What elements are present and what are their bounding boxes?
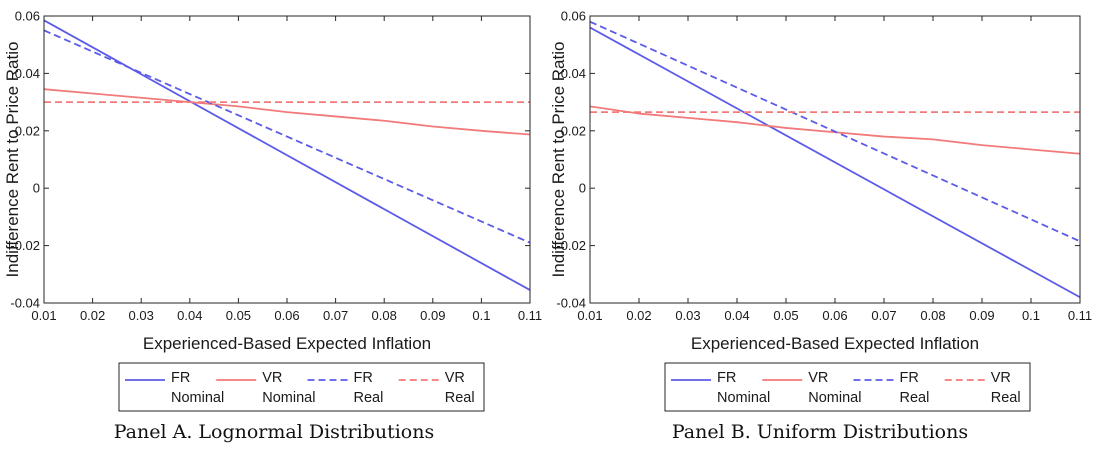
plot-area — [44, 16, 530, 303]
x-tick-label: 0.03 — [129, 308, 154, 323]
series-line-fr-real — [44, 29, 530, 244]
series-line-fr-nominal — [590, 26, 1080, 299]
legend: FR Nominal VR Nominal FR Real VR Real — [664, 362, 1031, 412]
x-tick-label: 0.07 — [871, 308, 896, 323]
legend-label: Real — [991, 390, 1021, 406]
x-tick-label: 0.11 — [518, 308, 542, 323]
panel-caption: Panel B. Uniform Distributions — [672, 421, 968, 443]
x-tick-label: 0.05 — [773, 308, 798, 323]
legend-box — [118, 362, 485, 412]
x-tick-label: 0.11 — [1068, 308, 1092, 323]
x-tick-label: 0.07 — [323, 308, 348, 323]
legend-label: VR — [445, 370, 465, 386]
x-tick-label: 0.04 — [724, 308, 749, 323]
legend-label: Nominal — [262, 390, 315, 406]
x-tick-label: 0.09 — [969, 308, 994, 323]
y-tick-label: -0.04 — [556, 296, 586, 311]
x-tick-label: 0.04 — [177, 308, 202, 323]
legend-label: FR — [354, 370, 373, 386]
plot-area — [590, 16, 1080, 303]
x-tick-label: 0.05 — [226, 308, 251, 323]
x-tick-label: 0.06 — [822, 308, 847, 323]
panel-b: 0.01 0.02 0.03 0.04 0.05 0.06 0.07 0.08 0.09 0.1 0… — [549, 9, 1092, 444]
legend-label: VR — [808, 370, 828, 386]
legend-label: Nominal — [808, 390, 861, 406]
y-tick-label: -0.04 — [10, 296, 40, 311]
legend-label: VR — [262, 370, 282, 386]
series-group — [590, 20, 1080, 299]
x-tick-label: 0.1 — [472, 308, 490, 323]
y-tick-label: 0 — [33, 181, 40, 196]
series-line-vr-nominal — [44, 88, 530, 136]
y-axis-label: Indifference Rent to Price Ratio — [549, 42, 568, 278]
legend: FR Nominal VR Nominal FR Real VR Real — [118, 362, 485, 412]
legend-label: Real — [354, 390, 384, 406]
legend-label: Nominal — [717, 390, 770, 406]
y-tick-label: -0.02 — [556, 238, 586, 253]
panel-a: 0.01 0.02 0.03 0.04 0.05 0.06 0.07 0.08 0.09 0.1 0… — [3, 9, 542, 444]
y-axis-label: Indifference Rent to Price Ratio — [3, 42, 22, 278]
x-axis-label: Experienced-Based Expected Inflation — [691, 334, 979, 353]
x-tick-label: 0.08 — [920, 308, 945, 323]
series-group — [44, 19, 530, 291]
y-tick-label: 0.06 — [561, 9, 586, 24]
y-tick-label: 0 — [579, 181, 586, 196]
legend-label: VR — [991, 370, 1011, 386]
series-line-fr-real — [590, 20, 1080, 243]
x-axis-label: Experienced-Based Expected Inflation — [143, 334, 431, 353]
y-tick-label: 0.06 — [15, 9, 40, 24]
x-tick-label: 0.08 — [372, 308, 397, 323]
legend-label: FR — [171, 370, 190, 386]
x-tick-label: 0.02 — [626, 308, 651, 323]
x-tick-label: 0.01 — [31, 308, 56, 323]
y-tick-label: 0.04 — [15, 66, 40, 81]
y-tick-label: 0.02 — [15, 123, 40, 138]
x-tick-label: 0.1 — [1022, 308, 1040, 323]
x-tick-label: 0.09 — [420, 308, 445, 323]
panel-caption: Panel A. Lognormal Distributions — [114, 421, 435, 443]
x-tick-label: 0.01 — [577, 308, 602, 323]
legend-label: FR — [717, 370, 736, 386]
y-tick-label: 0.02 — [561, 123, 586, 138]
legend-label: Real — [445, 390, 475, 406]
legend-label: FR — [900, 370, 919, 386]
legend-label: Nominal — [171, 390, 224, 406]
x-tick-label: 0.02 — [80, 308, 105, 323]
y-tick-label: -0.02 — [10, 238, 40, 253]
y-tick-label: 0.04 — [561, 66, 586, 81]
legend-label: Real — [900, 390, 930, 406]
x-tick-label: 0.03 — [675, 308, 700, 323]
x-tick-label: 0.06 — [274, 308, 299, 323]
legend-box — [664, 362, 1031, 412]
